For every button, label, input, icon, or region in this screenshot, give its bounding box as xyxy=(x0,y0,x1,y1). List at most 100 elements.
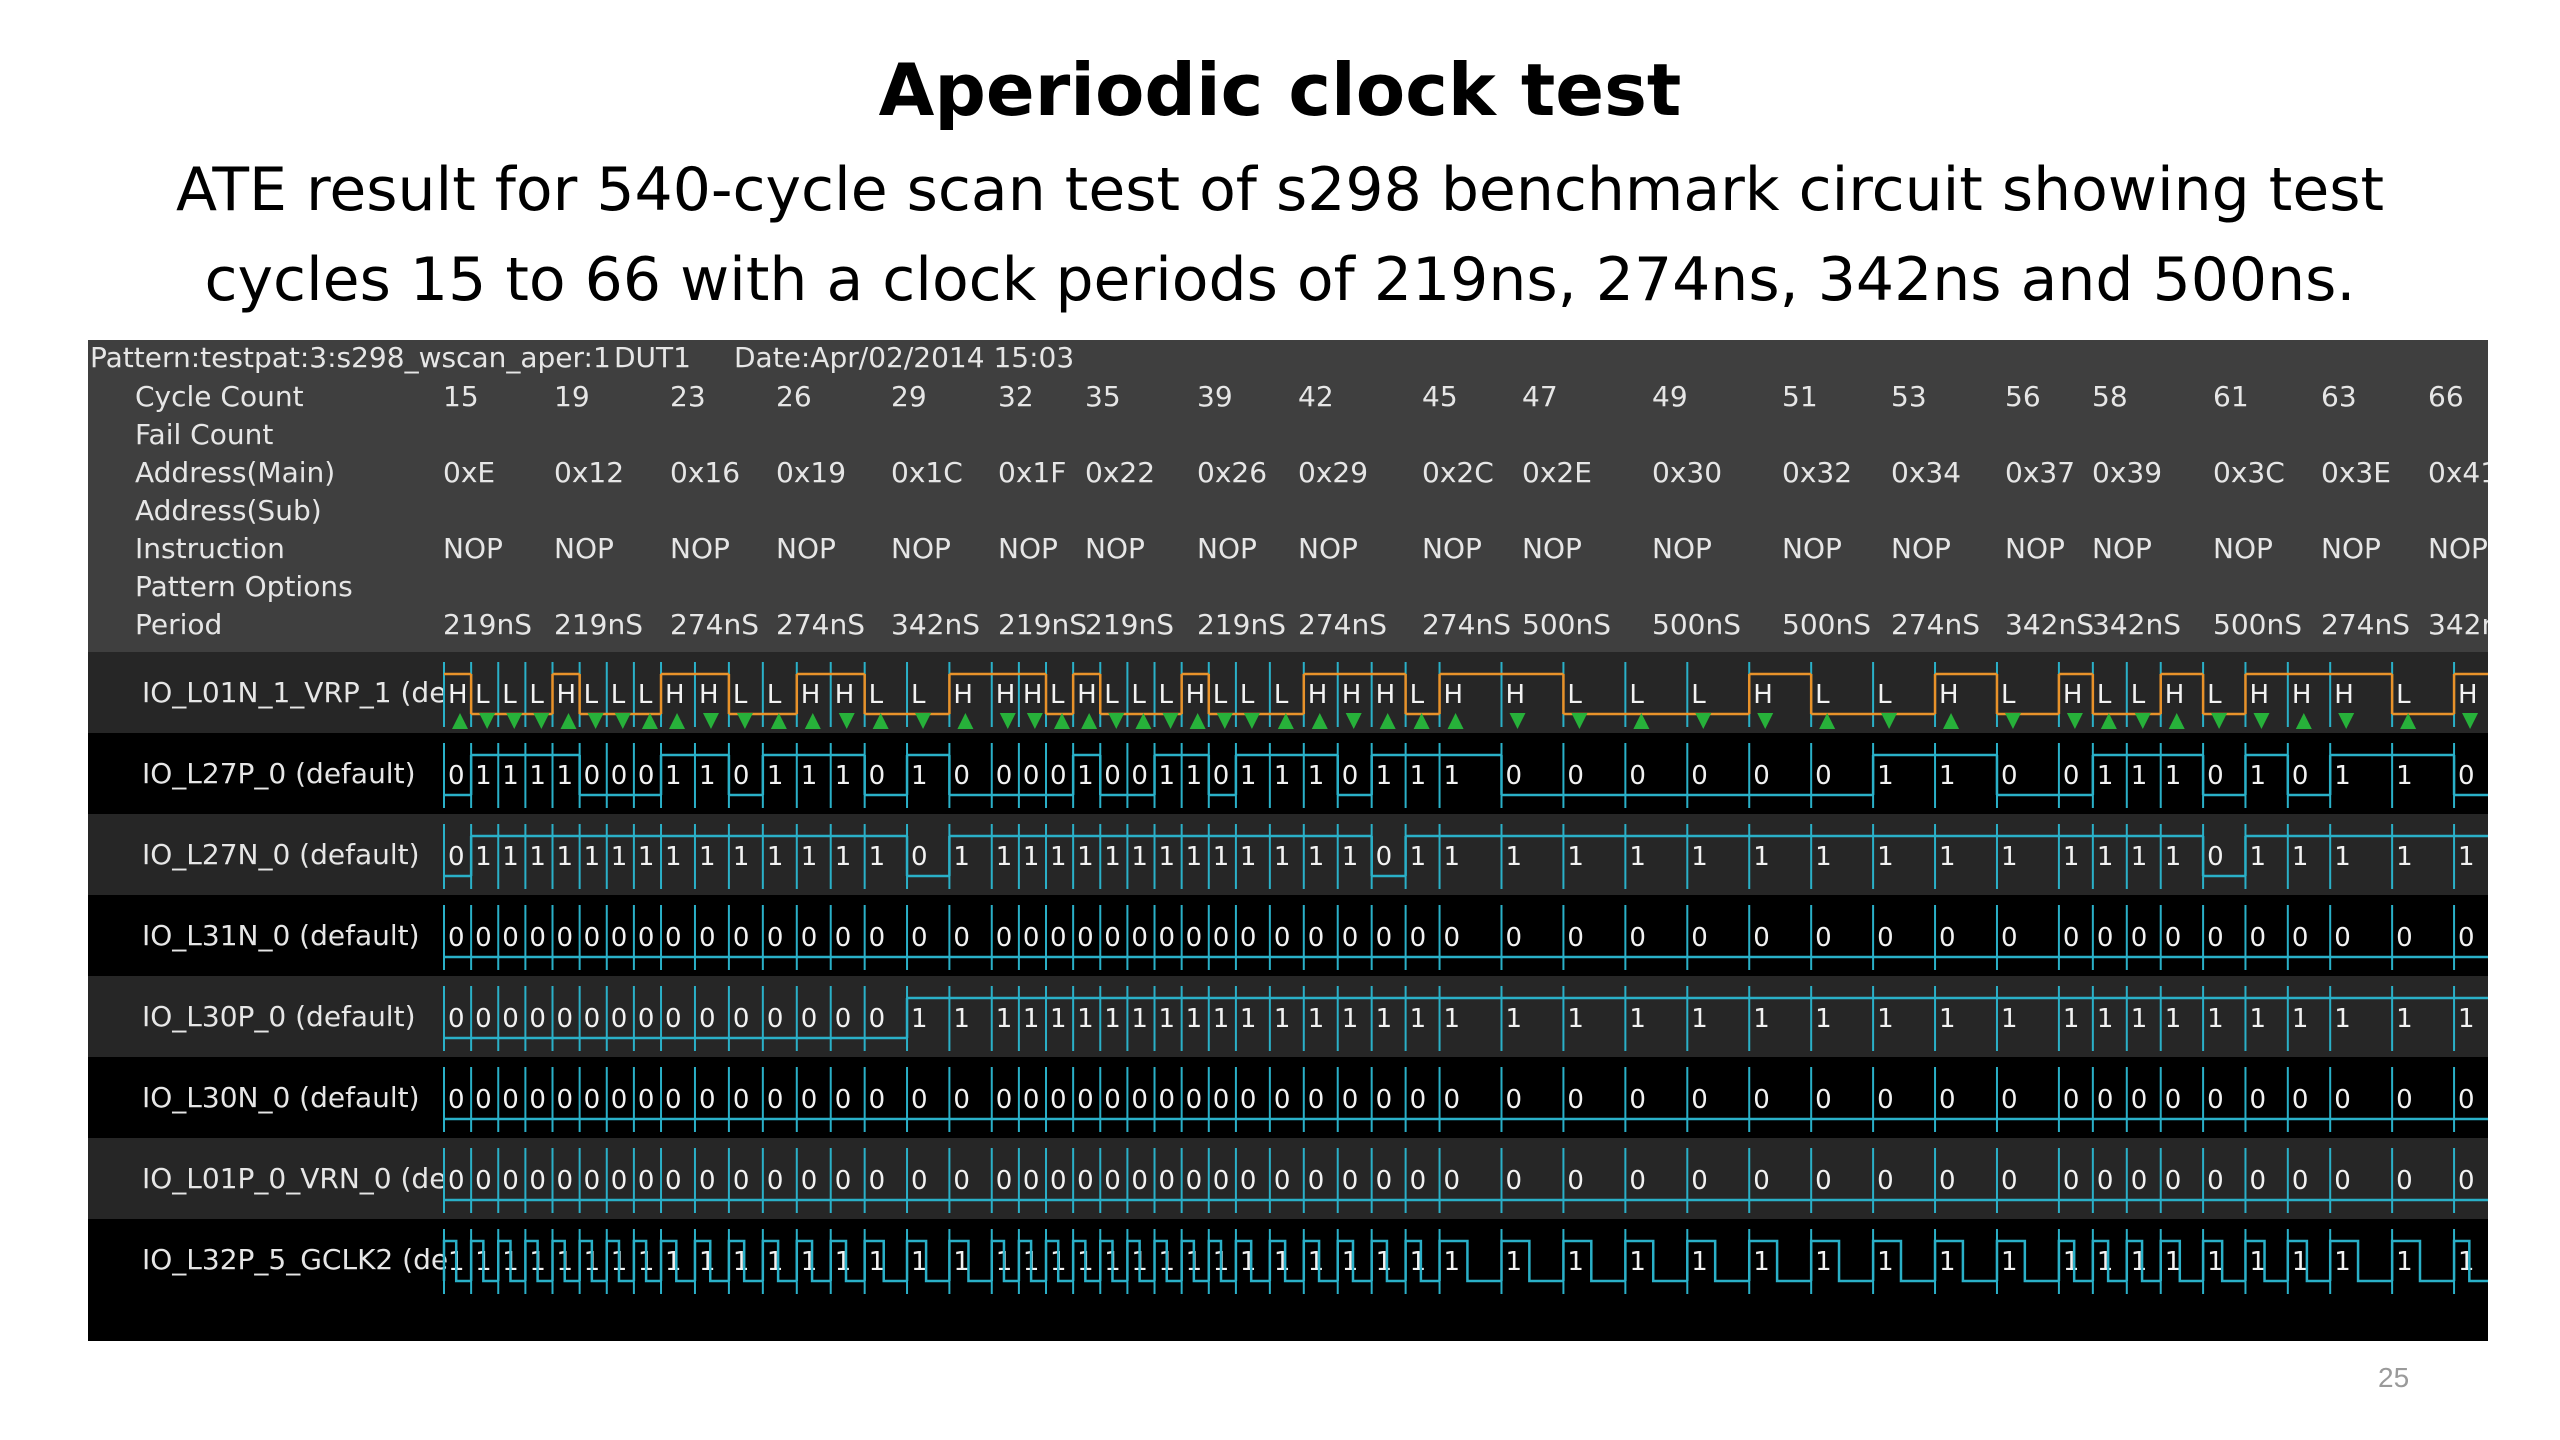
cycle-value: 1 xyxy=(996,1004,1013,1034)
cycle-value: 1 xyxy=(1877,1247,1894,1277)
signal-name: IO_L01N_1_VRP_1 (de xyxy=(142,676,446,709)
strobe-up-arrow-icon xyxy=(1081,713,1098,729)
cycle-value: H xyxy=(2334,680,2354,710)
cycle-value: 0 xyxy=(2165,923,2182,953)
strobe-down-arrow-icon xyxy=(479,713,496,729)
cycle-value: 1 xyxy=(953,842,970,872)
strobe-down-arrow-icon xyxy=(2338,713,2355,729)
period-cell: 274nS xyxy=(1891,608,1980,641)
cycle-value: 0 xyxy=(2097,1166,2114,1196)
cycle-value: 1 xyxy=(1308,842,1325,872)
cycle-value: 0 xyxy=(801,923,818,953)
cycle-value: 0 xyxy=(448,842,465,872)
cycle-value: 1 xyxy=(1410,1247,1427,1277)
waveform-rows: IO_L01N_1_VRP_1 (de H L L L H L L L H H L L H H L L H H H L H… xyxy=(88,652,2488,1300)
signal-name: IO_L31N_0 (default) xyxy=(142,919,420,952)
cycle-value: 1 xyxy=(529,842,546,872)
cycle-value: 1 xyxy=(911,1247,928,1277)
cycle-value: 0 xyxy=(1131,761,1148,791)
cycle-value: 0 xyxy=(611,761,628,791)
signal-row: IO_L30N_0 (default) 0 0 0 0 0 0 0 0 0 0 0 0 0 0 0 0 0 0 0 0 0… xyxy=(88,1057,2488,1138)
cycle-value: 0 xyxy=(475,1004,492,1034)
cycle-value: 1 xyxy=(1567,842,1584,872)
strobe-up-arrow-icon xyxy=(1413,713,1430,729)
cycle-value: 1 xyxy=(1815,1247,1832,1277)
cycle-value: 0 xyxy=(1342,761,1359,791)
cycle-value: 1 xyxy=(1023,842,1040,872)
cycle-value: 1 xyxy=(699,1247,716,1277)
period-cell: 219nS xyxy=(443,608,532,641)
cycle-value: 1 xyxy=(1159,842,1176,872)
cycle-value: 0 xyxy=(911,1085,928,1115)
cycle-value: 1 xyxy=(1240,842,1257,872)
cycle-value: 1 xyxy=(1691,1004,1708,1034)
cycle-value: 0 xyxy=(1410,923,1427,953)
signal-row-background xyxy=(88,895,2488,976)
address-main-cell: 0x37 xyxy=(2005,456,2075,489)
period-cell: 500nS xyxy=(1522,608,1611,641)
period-cell: 500nS xyxy=(2213,608,2302,641)
instruction-cell: NOP xyxy=(998,532,1058,565)
cycle-value: H xyxy=(2249,680,2269,710)
subtitle-line-2: cycles 15 to 66 with a clock periods of … xyxy=(204,245,2356,315)
cycle-value: 1 xyxy=(475,842,492,872)
cycle-value: 0 xyxy=(767,923,784,953)
strobe-down-arrow-icon xyxy=(506,713,523,729)
cycle-value: 0 xyxy=(1308,1166,1325,1196)
cycle-value: 0 xyxy=(1629,1166,1646,1196)
cycle-value: 1 xyxy=(1939,842,1956,872)
cycle-value: 0 xyxy=(1308,923,1325,953)
cycle-value: 1 xyxy=(1274,761,1291,791)
cycle-value: 1 xyxy=(1213,1004,1230,1034)
cycle-value: 0 xyxy=(1877,923,1894,953)
cycle-value: H xyxy=(1939,680,1959,710)
cycle-value: 0 xyxy=(529,923,546,953)
signal-row: IO_L30P_0 (default) 0 0 0 0 0 0 0 0 0 0 0 0 0 0 0 1 1 1 1 1 1… xyxy=(88,976,2488,1057)
cycle-count-cell: 45 xyxy=(1422,380,1458,413)
cycle-value: L xyxy=(1877,680,1892,710)
cycle-value: 0 xyxy=(1691,923,1708,953)
signal-row-background xyxy=(88,976,2488,1057)
cycle-value: 1 xyxy=(835,1247,852,1277)
cycle-value: 1 xyxy=(2001,1004,2018,1034)
cycle-value: 0 xyxy=(1939,1085,1956,1115)
cycle-value: L xyxy=(638,680,653,710)
cycle-value: 1 xyxy=(2396,842,2413,872)
cycle-value: L xyxy=(767,680,782,710)
cycle-value: L xyxy=(1410,680,1425,710)
cycle-value: 1 xyxy=(1410,1004,1427,1034)
period-cell: 219nS xyxy=(1085,608,1174,641)
instruction-cell: NOP xyxy=(2092,532,2152,565)
cycle-value: 0 xyxy=(1567,761,1584,791)
cycle-value: 1 xyxy=(611,842,628,872)
instruction-cell: NOP xyxy=(2005,532,2065,565)
cycle-value: 0 xyxy=(2001,761,2018,791)
cycle-value: H xyxy=(2063,680,2083,710)
cycle-value: 0 xyxy=(2131,1166,2148,1196)
cycle-value: 0 xyxy=(733,1004,750,1034)
cycle-value: 1 xyxy=(2001,842,2018,872)
cycle-value: L xyxy=(1815,680,1830,710)
date-label: Date:Apr/02/2014 15:03 xyxy=(734,341,1074,374)
cycle-value: 1 xyxy=(1444,842,1461,872)
cycle-value: 0 xyxy=(2063,923,2080,953)
cycle-value: 1 xyxy=(767,761,784,791)
address-main-cell: 0x2E xyxy=(1522,456,1592,489)
cycle-value: 0 xyxy=(1629,923,1646,953)
cycle-value: 0 xyxy=(2458,761,2475,791)
cycle-value: L xyxy=(2131,680,2146,710)
cycle-value: H xyxy=(996,680,1016,710)
cycle-value: 1 xyxy=(1104,1004,1121,1034)
signal-name: IO_L32P_5_GCLK2 (de xyxy=(142,1243,448,1276)
cycle-value: 1 xyxy=(1308,1004,1325,1034)
cycle-value: L xyxy=(1104,680,1119,710)
instruction-cell: NOP xyxy=(2321,532,2381,565)
cycle-value: 0 xyxy=(1186,1085,1203,1115)
signal-waveform xyxy=(444,753,2488,797)
header-label: Instruction xyxy=(135,532,285,565)
cycle-value: 0 xyxy=(869,1004,886,1034)
instruction-cell: NOP xyxy=(554,532,614,565)
cycle-value: 0 xyxy=(1023,761,1040,791)
cycle-value: 1 xyxy=(1815,842,1832,872)
cycle-value: 0 xyxy=(2458,923,2475,953)
